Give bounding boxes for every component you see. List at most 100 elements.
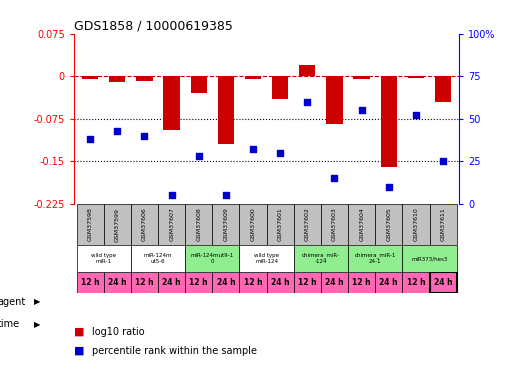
Bar bbox=[348, 272, 375, 292]
Text: 12 h: 12 h bbox=[190, 278, 208, 286]
Bar bbox=[136, 76, 153, 81]
Bar bbox=[191, 76, 207, 93]
Point bbox=[357, 107, 366, 113]
Bar bbox=[375, 204, 402, 245]
Text: GSM37603: GSM37603 bbox=[332, 208, 337, 242]
Text: 24 h: 24 h bbox=[271, 278, 289, 286]
Bar bbox=[294, 204, 321, 245]
Bar bbox=[348, 245, 402, 272]
Bar bbox=[294, 245, 348, 272]
Point bbox=[303, 99, 312, 105]
Text: 24 h: 24 h bbox=[108, 278, 127, 286]
Bar bbox=[77, 204, 104, 245]
Text: miR-124mut9-1
0: miR-124mut9-1 0 bbox=[191, 253, 234, 264]
Point bbox=[86, 136, 95, 142]
Bar bbox=[104, 204, 131, 245]
Bar bbox=[131, 272, 158, 292]
Bar bbox=[348, 204, 375, 245]
Text: GSM37602: GSM37602 bbox=[305, 208, 310, 242]
Text: GSM37601: GSM37601 bbox=[278, 208, 282, 242]
Bar bbox=[109, 76, 126, 82]
Bar bbox=[429, 204, 457, 245]
Bar bbox=[381, 76, 397, 167]
Bar bbox=[158, 204, 185, 245]
Bar bbox=[435, 76, 451, 102]
Text: ▶: ▶ bbox=[34, 320, 41, 329]
Text: wild type
miR-124: wild type miR-124 bbox=[254, 253, 279, 264]
Text: GSM37611: GSM37611 bbox=[440, 208, 446, 242]
Bar bbox=[185, 204, 212, 245]
Bar bbox=[245, 76, 261, 79]
Text: ▶: ▶ bbox=[34, 297, 41, 306]
Bar bbox=[77, 245, 131, 272]
Point bbox=[140, 133, 149, 139]
Bar bbox=[212, 272, 240, 292]
Text: 24 h: 24 h bbox=[380, 278, 398, 286]
Text: GSM37607: GSM37607 bbox=[169, 208, 174, 242]
Text: 24 h: 24 h bbox=[325, 278, 344, 286]
Point bbox=[249, 146, 257, 152]
Text: 12 h: 12 h bbox=[135, 278, 154, 286]
Bar bbox=[158, 272, 185, 292]
Text: GSM37610: GSM37610 bbox=[413, 208, 418, 242]
Bar bbox=[240, 245, 294, 272]
Point bbox=[167, 192, 176, 198]
Text: GSM37609: GSM37609 bbox=[223, 208, 229, 242]
Bar bbox=[267, 204, 294, 245]
Text: time: time bbox=[0, 320, 20, 329]
Bar bbox=[294, 272, 321, 292]
Text: ■: ■ bbox=[74, 346, 84, 355]
Text: GSM37600: GSM37600 bbox=[251, 208, 256, 242]
Text: log10 ratio: log10 ratio bbox=[92, 327, 145, 337]
Bar bbox=[267, 272, 294, 292]
Bar bbox=[131, 204, 158, 245]
Text: GSM37605: GSM37605 bbox=[386, 208, 391, 242]
Point bbox=[384, 184, 393, 190]
Text: ■: ■ bbox=[74, 327, 84, 337]
Text: chimera_miR-1
24-1: chimera_miR-1 24-1 bbox=[354, 253, 396, 264]
Point bbox=[276, 150, 285, 156]
Text: agent: agent bbox=[0, 297, 26, 307]
Bar bbox=[321, 204, 348, 245]
Text: GSM37606: GSM37606 bbox=[142, 208, 147, 242]
Text: 12 h: 12 h bbox=[352, 278, 371, 286]
Bar bbox=[185, 272, 212, 292]
Bar bbox=[402, 272, 429, 292]
Bar bbox=[218, 76, 234, 144]
Text: 12 h: 12 h bbox=[244, 278, 262, 286]
Point bbox=[439, 158, 447, 164]
Text: chimera_miR-
-124: chimera_miR- -124 bbox=[302, 253, 340, 264]
Bar bbox=[429, 272, 457, 292]
Text: GSM37608: GSM37608 bbox=[196, 208, 201, 242]
Bar bbox=[299, 65, 316, 76]
Bar bbox=[402, 245, 457, 272]
Text: GSM37604: GSM37604 bbox=[359, 208, 364, 242]
Text: 12 h: 12 h bbox=[407, 278, 425, 286]
Text: GSM37598: GSM37598 bbox=[88, 208, 93, 242]
Bar bbox=[272, 76, 288, 99]
Text: GSM37599: GSM37599 bbox=[115, 207, 120, 242]
Bar bbox=[212, 204, 240, 245]
Bar bbox=[375, 272, 402, 292]
Text: miR373/hes3: miR373/hes3 bbox=[411, 256, 448, 261]
Text: 12 h: 12 h bbox=[81, 278, 99, 286]
Bar bbox=[408, 76, 424, 78]
Text: miR-124m
ut5-6: miR-124m ut5-6 bbox=[144, 253, 172, 264]
Bar bbox=[354, 76, 370, 79]
Point bbox=[222, 192, 230, 198]
Bar bbox=[77, 272, 104, 292]
Point bbox=[331, 175, 339, 181]
Bar bbox=[402, 204, 429, 245]
Text: 12 h: 12 h bbox=[298, 278, 317, 286]
Point bbox=[412, 112, 420, 118]
Bar bbox=[164, 76, 180, 130]
Bar bbox=[82, 76, 98, 79]
Bar bbox=[326, 76, 343, 124]
Text: 24 h: 24 h bbox=[162, 278, 181, 286]
Text: 24 h: 24 h bbox=[434, 278, 452, 286]
Bar bbox=[321, 272, 348, 292]
Bar bbox=[131, 245, 185, 272]
Bar bbox=[185, 245, 240, 272]
Bar bbox=[240, 272, 267, 292]
Point bbox=[194, 153, 203, 159]
